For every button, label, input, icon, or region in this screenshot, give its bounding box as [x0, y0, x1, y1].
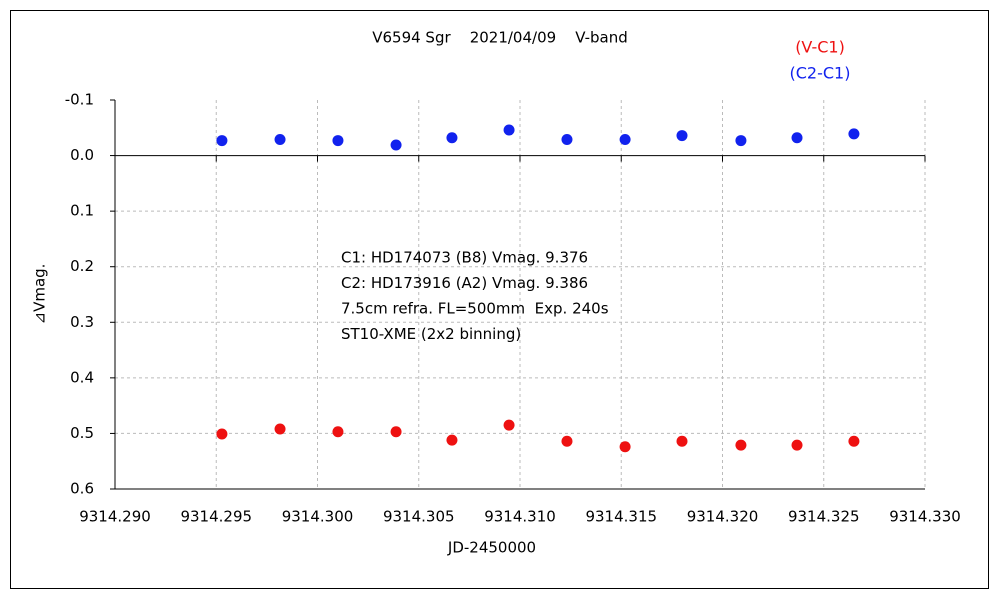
x-tick-label: 9314.325 [788, 508, 860, 526]
y-tick-label: 0.1 [70, 202, 94, 220]
data-point [619, 133, 631, 145]
x-tick-label: 9314.320 [687, 508, 759, 526]
data-point [274, 423, 286, 435]
data-point [274, 133, 286, 145]
annotation: C2: HD173916 (A2) Vmag. 9.386 [341, 274, 588, 292]
data-point [332, 426, 344, 438]
data-point [446, 132, 458, 144]
y-tick-label: 0.2 [70, 257, 94, 275]
y-tick-label: 0.0 [70, 146, 94, 164]
chart-frame [10, 10, 989, 589]
y-tick-label: 0.5 [70, 424, 94, 442]
y-tick-label: 0.4 [70, 368, 94, 386]
x-tick-label: 9314.290 [79, 508, 151, 526]
data-point [676, 435, 688, 447]
data-point [216, 135, 228, 147]
data-point [791, 132, 803, 144]
y-tick-label: -0.1 [65, 91, 94, 109]
legend-label: (C2-C1) [790, 64, 851, 83]
y-tick-label: 0.3 [70, 313, 94, 331]
data-point [390, 139, 402, 151]
x-tick-label: 9314.310 [484, 508, 556, 526]
x-tick-label: 9314.305 [383, 508, 455, 526]
x-tick-label: 9314.330 [889, 508, 961, 526]
data-point [791, 439, 803, 451]
data-point [561, 133, 573, 145]
x-tick-label: 9314.300 [282, 508, 354, 526]
data-point [619, 441, 631, 453]
y-axis-label: ⊿Vmag. [31, 264, 49, 325]
data-point [446, 434, 458, 446]
data-point [561, 435, 573, 447]
annotation: C1: HD174073 (B8) Vmag. 9.376 [341, 249, 588, 267]
data-point [676, 130, 688, 142]
legend-label: (V-C1) [795, 38, 845, 57]
data-point [390, 426, 402, 438]
data-point [848, 128, 860, 140]
data-point [848, 435, 860, 447]
data-point [332, 135, 344, 147]
y-tick-label: 0.6 [70, 480, 94, 498]
data-point [735, 439, 747, 451]
data-point [735, 135, 747, 147]
annotation: 7.5cm refra. FL=500mm Exp. 240s [341, 300, 609, 318]
chart-title: V6594 Sgr 2021/04/09 V-band [372, 29, 628, 47]
data-point [503, 419, 515, 431]
data-point [503, 124, 515, 136]
x-axis-label: JD-2450000 [447, 539, 536, 557]
x-tick-label: 9314.315 [585, 508, 657, 526]
data-point [216, 428, 228, 440]
x-tick-label: 9314.295 [180, 508, 252, 526]
annotation: ST10-XME (2x2 binning) [341, 325, 521, 343]
